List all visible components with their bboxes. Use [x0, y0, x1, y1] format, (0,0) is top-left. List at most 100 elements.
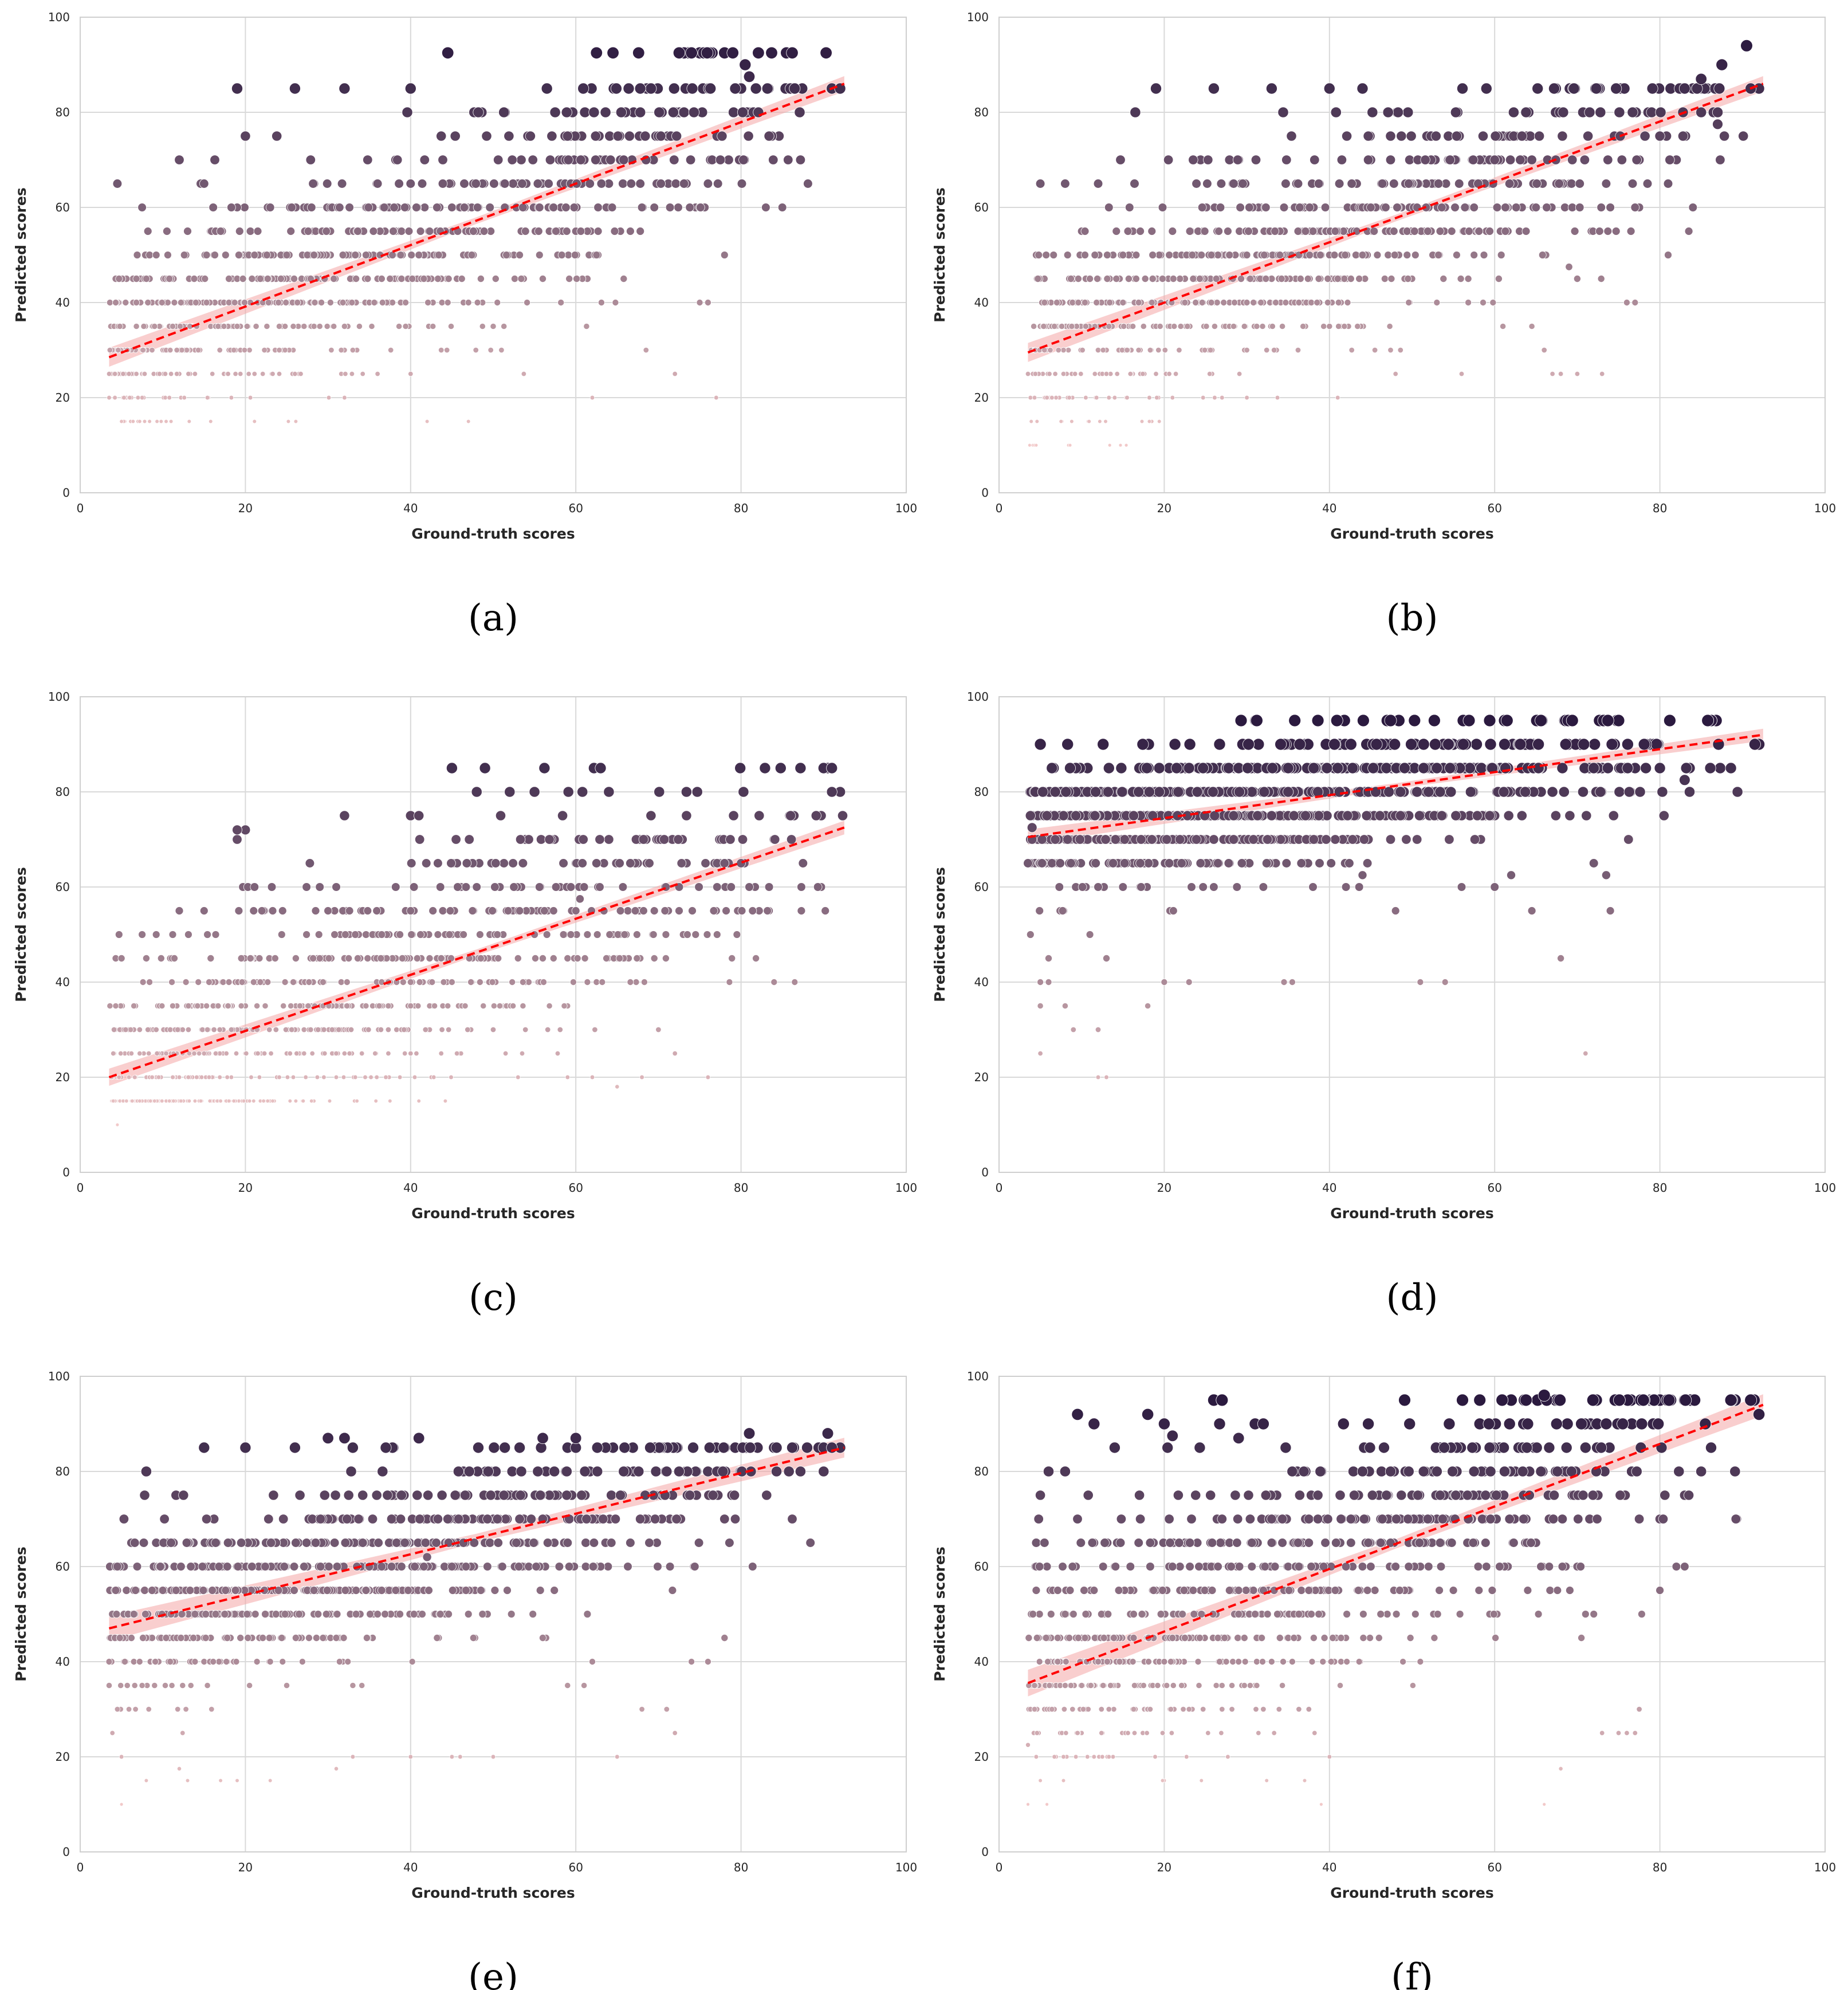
data-point: [1124, 443, 1129, 448]
data-point: [1261, 203, 1271, 212]
data-point: [1712, 107, 1724, 118]
data-point: [1640, 762, 1652, 774]
data-point: [308, 1026, 314, 1033]
data-point: [1334, 274, 1342, 282]
data-point: [739, 58, 752, 71]
data-point: [1029, 419, 1033, 424]
data-point: [239, 274, 247, 282]
data-point: [1501, 227, 1510, 235]
data-point: [1567, 155, 1578, 165]
data-point: [671, 1514, 682, 1524]
data-point: [453, 1466, 465, 1477]
data-point: [1348, 347, 1355, 354]
data-point: [201, 1514, 212, 1524]
data-point: [688, 107, 700, 118]
data-point: [623, 906, 632, 915]
data-point: [139, 1538, 149, 1548]
data-point: [192, 371, 198, 377]
data-point: [674, 203, 683, 212]
data-point: [333, 1050, 339, 1057]
data-point: [407, 251, 416, 259]
x-tick-label: 60: [568, 501, 583, 515]
data-point: [318, 299, 325, 307]
data-point: [191, 1610, 199, 1618]
data-point: [1124, 395, 1130, 401]
data-point: [592, 1466, 603, 1477]
data-point: [728, 955, 736, 963]
data-point: [1147, 395, 1152, 401]
y-axis-label: Predicted scores: [13, 867, 29, 1002]
data-point: [1035, 179, 1045, 189]
data-point: [1135, 299, 1142, 307]
data-point: [1135, 347, 1142, 354]
data-point: [1428, 714, 1441, 727]
data-point: [763, 906, 772, 915]
data-point: [1198, 299, 1206, 307]
data-point: [1655, 107, 1666, 118]
data-point: [1229, 179, 1238, 189]
data-point: [1203, 155, 1213, 165]
data-point: [303, 251, 312, 259]
data-point: [385, 1002, 392, 1010]
data-point: [1243, 299, 1251, 307]
data-point: [479, 227, 489, 235]
data-point: [170, 1074, 175, 1080]
data-point: [1566, 714, 1579, 727]
data-point: [326, 395, 332, 401]
data-point: [1468, 155, 1479, 165]
data-point: [282, 347, 288, 354]
data-point: [316, 1562, 325, 1571]
data-point: [1465, 227, 1473, 235]
data-point: [1465, 299, 1472, 307]
data-point: [255, 1050, 261, 1057]
data-point: [1165, 251, 1173, 259]
data-point: [126, 371, 132, 377]
data-point: [1444, 834, 1454, 845]
data-point: [549, 1466, 560, 1477]
data-point: [1209, 810, 1220, 821]
data-point: [1570, 227, 1579, 235]
x-tick-label: 40: [403, 1181, 418, 1195]
data-point: [374, 1074, 379, 1080]
data-point: [364, 955, 372, 963]
data-point: [1489, 299, 1497, 307]
data-point: [296, 1002, 304, 1010]
data-point: [1125, 203, 1134, 212]
data-point: [1371, 347, 1378, 354]
data-point: [1414, 810, 1425, 821]
data-point: [1402, 107, 1414, 118]
data-point: [1606, 203, 1615, 212]
data-point: [315, 1026, 321, 1033]
data-point: [1238, 179, 1248, 189]
data-point: [1119, 858, 1130, 868]
data-point: [241, 299, 248, 307]
data-point: [1058, 906, 1067, 915]
data-point: [418, 1610, 426, 1618]
data-point: [142, 419, 147, 424]
data-point: [408, 1050, 414, 1057]
data-point: [431, 1074, 437, 1080]
data-point: [583, 323, 590, 330]
x-tick-label: 80: [734, 501, 748, 515]
data-point: [464, 1610, 473, 1618]
data-point: [1634, 786, 1646, 798]
data-point: [1119, 251, 1127, 259]
data-point: [394, 179, 404, 189]
data-point: [373, 1610, 382, 1618]
x-tick-label: 20: [238, 501, 253, 515]
data-point: [485, 203, 494, 212]
data-point: [1650, 738, 1663, 751]
data-point: [1558, 371, 1564, 377]
data-point: [1300, 323, 1307, 330]
data-point: [581, 1538, 591, 1548]
data-point: [412, 1490, 423, 1501]
data-point: [1450, 107, 1461, 118]
data-point: [1046, 762, 1058, 774]
data-point: [167, 1098, 172, 1104]
data-point: [247, 395, 253, 401]
data-point: [596, 179, 607, 189]
data-point: [201, 1050, 207, 1057]
data-point: [567, 931, 575, 939]
data-point: [1574, 371, 1580, 377]
data-point: [786, 46, 799, 60]
